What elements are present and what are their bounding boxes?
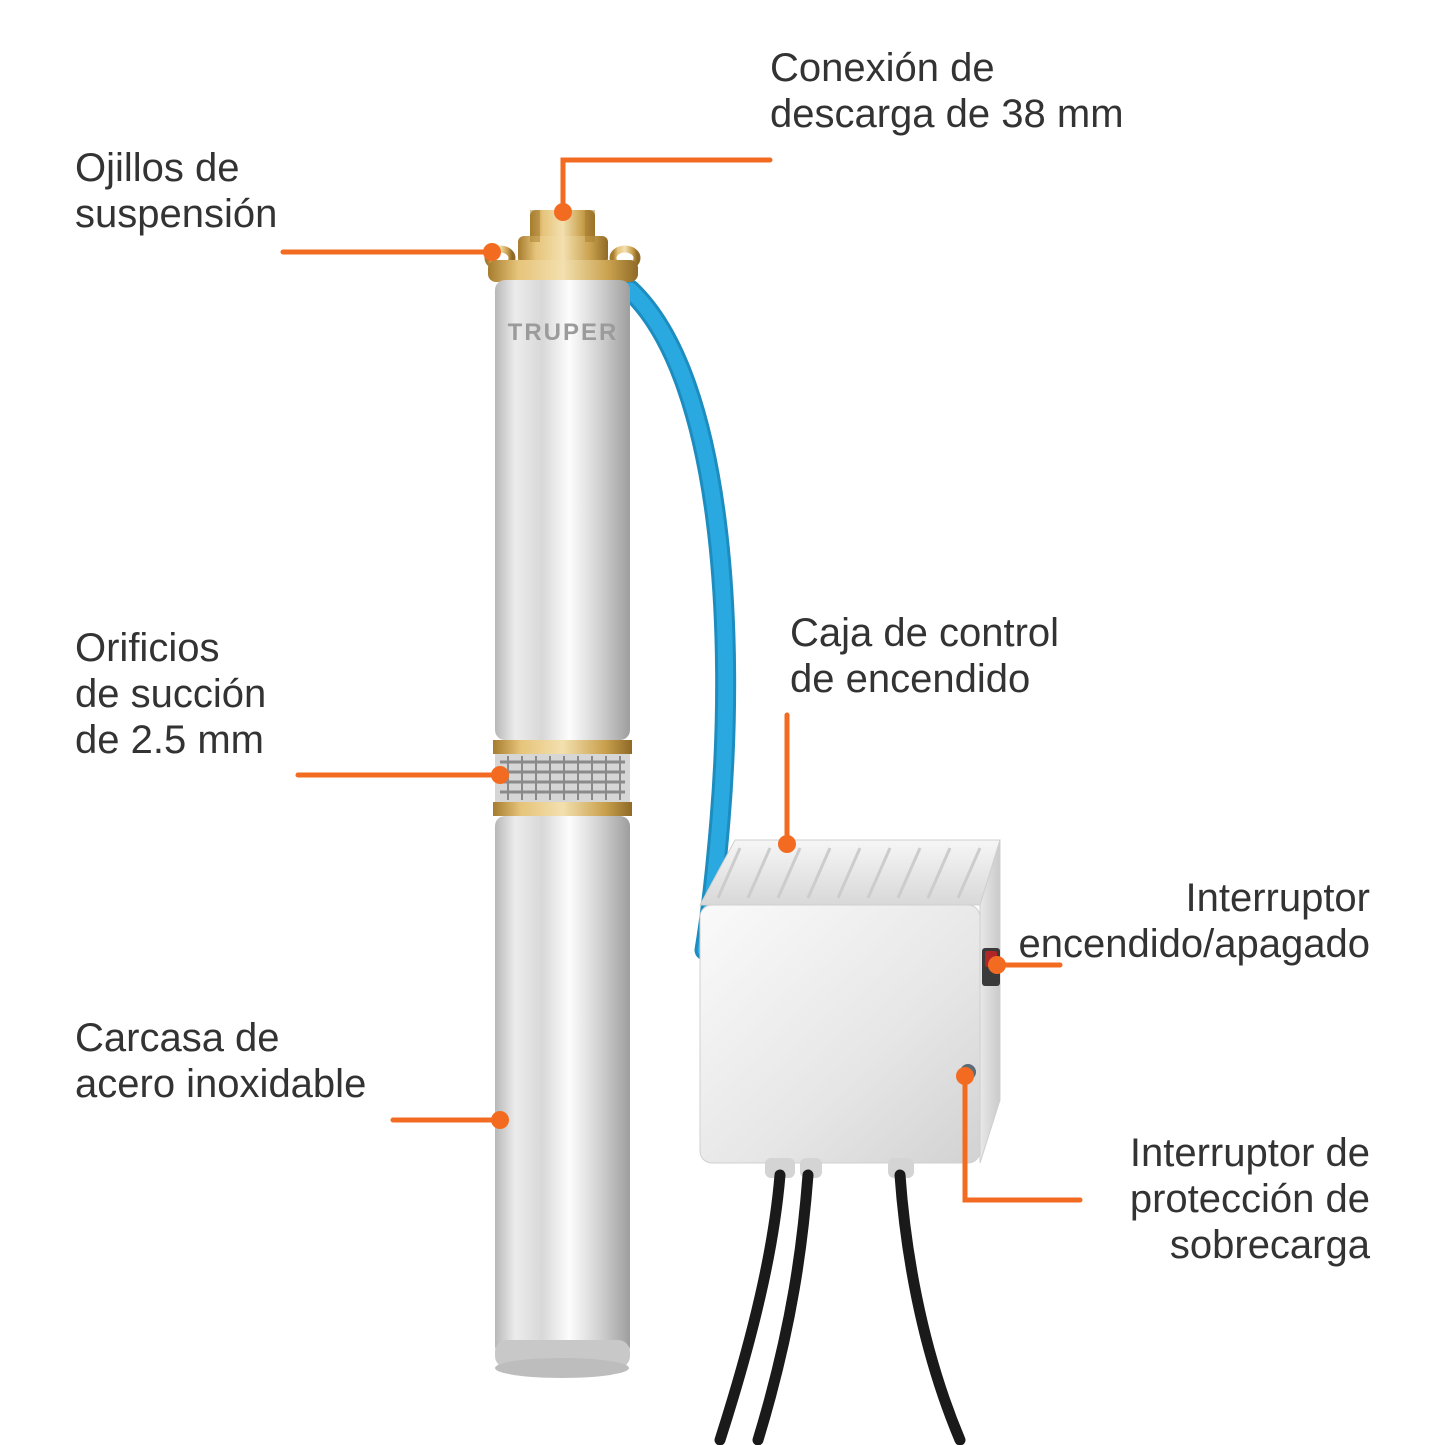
band-upper: [493, 740, 632, 754]
callout-overload: Interruptor de protección de sobrecarga: [1130, 1130, 1370, 1268]
power-switch-housing: [982, 948, 1000, 986]
pump-bottom-cap: [495, 1340, 630, 1368]
callout-control-box: Caja de control de encendido: [790, 610, 1059, 702]
callout-suspension: Ojillos de suspensión: [75, 145, 277, 237]
pump-lower-body: [495, 816, 630, 1356]
callout-discharge: Conexión de descarga de 38 mm: [770, 45, 1124, 137]
callout-power-switch: Interruptor encendido/apagado: [1019, 875, 1370, 967]
band-lower: [493, 802, 632, 816]
callout-casing: Carcasa de acero inoxidable: [75, 1015, 366, 1107]
suction-grille: [495, 754, 630, 802]
discharge-connector: [518, 210, 608, 264]
brand-label: TRUPER: [508, 319, 619, 346]
pump-cable: [630, 290, 726, 950]
overload-button: [960, 1064, 976, 1080]
diagram-stage: TRUPER: [0, 0, 1445, 1445]
suspension-eyelets: [488, 249, 638, 282]
callout-suction: Orificios de succión de 2.5 mm: [75, 625, 266, 763]
control-box-cables: [720, 1175, 960, 1440]
control-box: [700, 840, 1000, 1178]
power-switch-rocker: [985, 951, 997, 967]
pump-upper-body: [495, 280, 630, 740]
